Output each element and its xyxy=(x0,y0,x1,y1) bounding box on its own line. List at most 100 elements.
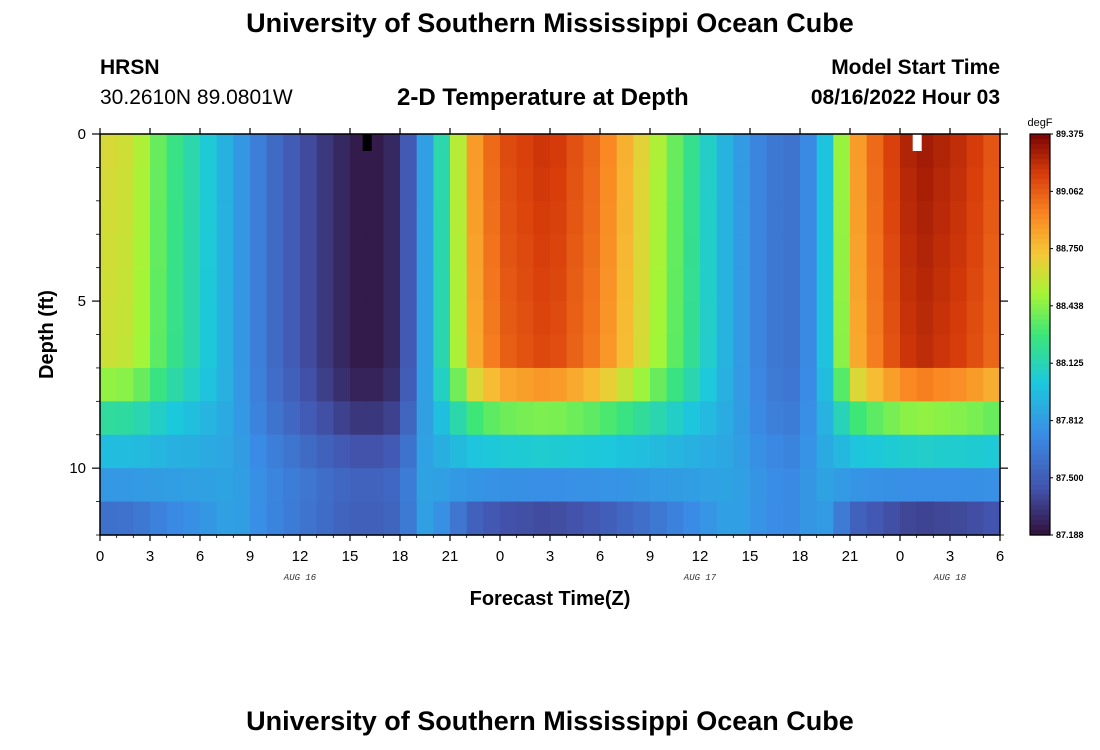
heatmap-cell xyxy=(100,334,118,369)
heatmap-cell xyxy=(366,267,384,302)
x-tick-label: 12 xyxy=(292,548,309,565)
heatmap-cell xyxy=(466,468,484,503)
colorbar-tick-label: 87.812 xyxy=(1056,416,1084,426)
heatmap-cell xyxy=(700,134,718,169)
heatmap-cell xyxy=(716,501,734,536)
heatmap-cell xyxy=(150,434,168,469)
colorbar-segment xyxy=(1030,229,1050,235)
heatmap-cell xyxy=(433,301,451,336)
colorbar-tick-label: 88.750 xyxy=(1056,244,1084,254)
heatmap-cell xyxy=(116,468,134,503)
heatmap-cell xyxy=(583,367,601,402)
heatmap-cell xyxy=(250,200,268,235)
heatmap-cell xyxy=(900,267,918,302)
heatmap-cell xyxy=(366,401,384,436)
heatmap-cell xyxy=(366,301,384,336)
colorbar-segment xyxy=(1030,259,1050,265)
heatmap-cell xyxy=(566,301,584,336)
heatmap-cell xyxy=(566,401,584,436)
model-start-label: Model Start Time xyxy=(831,56,1000,79)
heatmap-cell xyxy=(366,334,384,369)
heatmap-cell xyxy=(900,234,918,269)
heatmap-cell xyxy=(833,134,851,169)
colorbar-tick-label: 87.500 xyxy=(1056,473,1084,483)
heatmap-cell xyxy=(883,434,901,469)
heatmap-cell xyxy=(116,267,134,302)
heatmap-cell xyxy=(533,234,551,269)
heatmap-cell xyxy=(566,167,584,202)
x-tick-label: 9 xyxy=(646,548,654,565)
heatmap-cell xyxy=(833,501,851,536)
heatmap-cell xyxy=(166,434,184,469)
x-tick-label: 3 xyxy=(546,548,554,565)
colorbar-segment xyxy=(1030,364,1050,371)
heatmap-cell xyxy=(700,434,718,469)
heatmap-cell xyxy=(183,434,201,469)
heatmap-cell xyxy=(983,134,1001,169)
heatmap-cell xyxy=(550,234,568,269)
heatmap-cell xyxy=(133,134,151,169)
heatmap-cell xyxy=(166,167,184,202)
heatmap-cell xyxy=(400,267,418,302)
heatmap-cell xyxy=(883,468,901,503)
heatmap-cell xyxy=(150,200,168,235)
colorbar-segment xyxy=(1030,264,1050,270)
colorbar-segment xyxy=(1030,499,1050,506)
heatmap-cell xyxy=(533,468,551,503)
heatmap-cell xyxy=(666,301,684,336)
heatmap-cell xyxy=(550,367,568,402)
colorbar-segment xyxy=(1030,149,1050,155)
heatmap-cell xyxy=(466,501,484,536)
heatmap-cell xyxy=(483,401,501,436)
heatmap-cell xyxy=(766,468,784,503)
heatmap-cell xyxy=(650,167,668,202)
heatmap-cell xyxy=(133,367,151,402)
colorbar-segment xyxy=(1030,219,1050,225)
colorbar-segment xyxy=(1030,349,1050,356)
x-tick-label: 15 xyxy=(742,548,759,565)
heatmap-cell xyxy=(683,401,701,436)
heatmap-cell xyxy=(866,234,884,269)
heatmap-cell xyxy=(383,267,401,302)
heatmap-cell xyxy=(400,334,418,369)
heatmap-cell xyxy=(250,468,268,503)
heatmap-cell xyxy=(200,367,218,402)
colorbar-segment xyxy=(1030,394,1050,401)
heatmap-cell xyxy=(516,401,534,436)
heatmap-cell xyxy=(950,234,968,269)
heatmap-cell xyxy=(983,501,1001,536)
heatmap-cell xyxy=(550,401,568,436)
heatmap-cell xyxy=(316,234,334,269)
heatmap-cell xyxy=(400,501,418,536)
heatmap-cell xyxy=(800,501,818,536)
colorbar-segment xyxy=(1030,509,1050,516)
colorbar-segment xyxy=(1030,234,1050,240)
heatmap-cell xyxy=(833,234,851,269)
heatmap-cell xyxy=(283,301,301,336)
heatmap-cell xyxy=(166,200,184,235)
heatmap-cell xyxy=(933,468,951,503)
colorbar-segment xyxy=(1030,419,1050,426)
heatmap-cell xyxy=(200,167,218,202)
heatmap-cell xyxy=(183,134,201,169)
heatmap-cell xyxy=(916,501,934,536)
heatmap-cell xyxy=(216,334,234,369)
heatmap-cell xyxy=(966,501,984,536)
colorbar-segment xyxy=(1030,204,1050,210)
heatmap-cell xyxy=(950,167,968,202)
heatmap-cell xyxy=(633,434,651,469)
heatmap-cell xyxy=(100,234,118,269)
heatmap-cell xyxy=(416,267,434,302)
heatmap-cell xyxy=(950,401,968,436)
heatmap-cell xyxy=(216,401,234,436)
heatmap-cell xyxy=(933,167,951,202)
heatmap-cell xyxy=(533,167,551,202)
heatmap-cell xyxy=(433,134,451,169)
heatmap-cell xyxy=(800,234,818,269)
heatmap-cell xyxy=(533,434,551,469)
colorbar-segment xyxy=(1030,209,1050,215)
colorbar-segment xyxy=(1030,434,1050,441)
heatmap-cell xyxy=(116,501,134,536)
heatmap-cell xyxy=(200,200,218,235)
heatmap-cell xyxy=(183,468,201,503)
